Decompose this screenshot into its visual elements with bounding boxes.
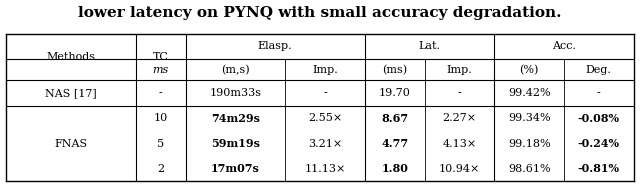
- Text: 3.21×: 3.21×: [308, 139, 342, 148]
- Text: 98.61%: 98.61%: [508, 164, 550, 174]
- Text: -: -: [597, 88, 600, 98]
- Text: 11.13×: 11.13×: [304, 164, 346, 174]
- Text: 19.70: 19.70: [379, 88, 411, 98]
- Text: Methods: Methods: [47, 52, 95, 62]
- Text: FNAS: FNAS: [54, 139, 88, 148]
- Text: 10.94×: 10.94×: [438, 164, 480, 174]
- Text: ms: ms: [152, 65, 169, 75]
- Text: -0.08%: -0.08%: [578, 113, 620, 124]
- Text: 4.13×: 4.13×: [442, 139, 477, 148]
- Text: lower latency on PYNQ with small accuracy degradation.: lower latency on PYNQ with small accurac…: [78, 6, 562, 20]
- Text: Lat.: Lat.: [419, 41, 440, 51]
- Text: 5: 5: [157, 139, 164, 148]
- Text: -: -: [323, 88, 327, 98]
- Text: (m,s): (m,s): [221, 65, 250, 75]
- Text: 2: 2: [157, 164, 164, 174]
- Text: 1.80: 1.80: [381, 163, 408, 174]
- Text: -: -: [458, 88, 461, 98]
- Text: -0.81%: -0.81%: [578, 163, 620, 174]
- Text: 74m29s: 74m29s: [211, 113, 260, 124]
- Text: Elasp.: Elasp.: [258, 41, 292, 51]
- Text: 59m19s: 59m19s: [211, 138, 260, 149]
- Text: 2.55×: 2.55×: [308, 113, 342, 123]
- Text: -0.24%: -0.24%: [578, 138, 620, 149]
- Text: 99.18%: 99.18%: [508, 139, 550, 148]
- Text: Imp.: Imp.: [312, 65, 338, 75]
- Text: TC: TC: [153, 52, 169, 62]
- Text: -: -: [159, 88, 163, 98]
- Text: 99.42%: 99.42%: [508, 88, 550, 98]
- Text: 8.67: 8.67: [381, 113, 408, 124]
- Text: 4.77: 4.77: [381, 138, 408, 149]
- Text: NAS [17]: NAS [17]: [45, 88, 97, 98]
- Text: 2.27×: 2.27×: [442, 113, 476, 123]
- Text: 10: 10: [154, 113, 168, 123]
- Text: (ms): (ms): [382, 65, 407, 75]
- Text: Acc.: Acc.: [552, 41, 576, 51]
- Text: (%): (%): [520, 65, 539, 75]
- Text: Deg.: Deg.: [586, 65, 612, 75]
- Text: 99.34%: 99.34%: [508, 113, 550, 123]
- Text: 190m33s: 190m33s: [209, 88, 261, 98]
- Text: Imp.: Imp.: [447, 65, 472, 75]
- Text: 17m07s: 17m07s: [211, 163, 260, 174]
